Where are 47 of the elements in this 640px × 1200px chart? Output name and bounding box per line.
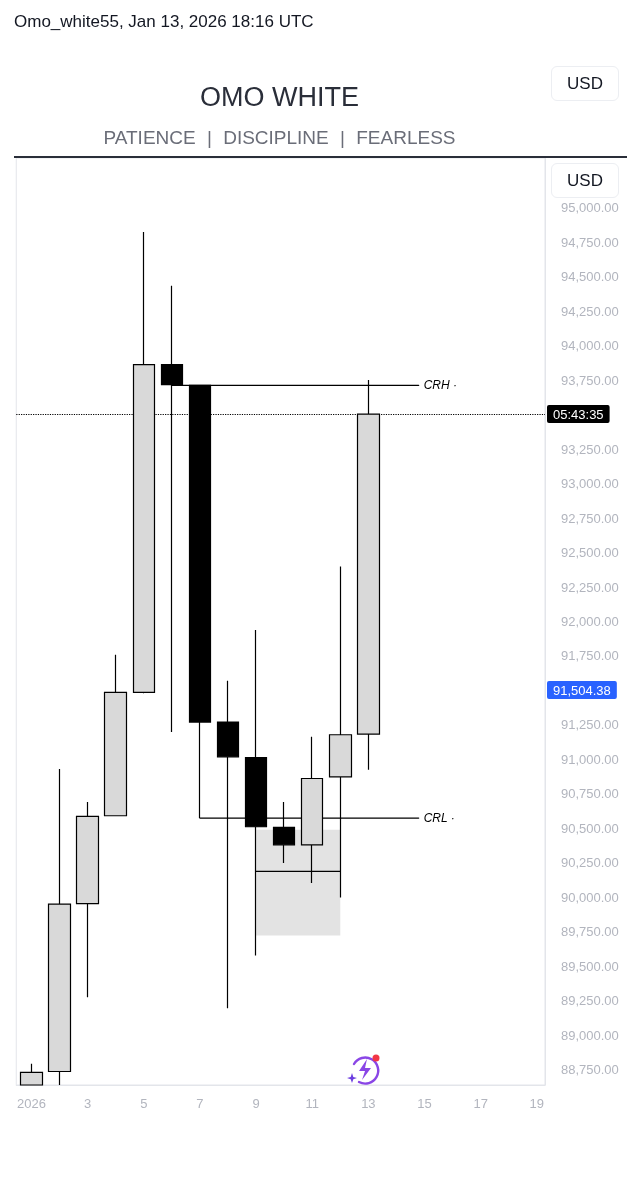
x-tick-label: 17	[473, 1096, 488, 1111]
y-tick-label: 90,250.00	[561, 855, 619, 871]
y-tick-label: 90,500.00	[561, 820, 619, 836]
y-tick-label: 90,750.00	[561, 786, 619, 802]
y-tick-label: 92,750.00	[561, 510, 619, 526]
y-tick-label: 95,000.00	[561, 200, 619, 216]
y-tick-label: 93,250.00	[561, 441, 619, 457]
x-tick-label: 2026	[17, 1096, 46, 1111]
candlestick	[103, 654, 128, 817]
y-tick-label: 94,250.00	[561, 303, 619, 319]
y-tick-label: 92,500.00	[561, 545, 619, 561]
y-tick-label: 89,500.00	[561, 958, 619, 974]
x-tick-label: 11	[305, 1096, 319, 1111]
x-tick-label: 3	[83, 1096, 92, 1111]
y-tick-label: 89,750.00	[561, 924, 619, 940]
x-tick-label: 19	[529, 1096, 545, 1111]
x-tick-label: 9	[252, 1096, 260, 1111]
series-label: CRL ·	[423, 811, 455, 826]
y-tick-label: 91,000.00	[561, 751, 619, 767]
candlestick	[19, 1063, 44, 1086]
y-tick-label: 91,250.00	[561, 717, 619, 733]
candlestick	[47, 768, 72, 1086]
y-tick-label: 92,000.00	[561, 614, 619, 629]
x-tick-label: 7	[196, 1096, 204, 1111]
y-tick-label: 90,000.00	[561, 889, 619, 905]
y-tick-label: 93,000.00	[561, 476, 619, 492]
chart-title: OMO WHITE	[199, 82, 360, 113]
y-tick-label: 94,500.00	[561, 269, 619, 285]
currency-button: USD	[551, 66, 619, 101]
x-tick-label: 13	[361, 1096, 376, 1111]
y-tick-label: 94,000.00	[561, 338, 619, 354]
text: 91,504.38	[553, 682, 611, 698]
x-tick-label: 15	[417, 1096, 432, 1111]
y-tick-label: 89,000.00	[561, 1027, 619, 1043]
currency-button: USD	[551, 163, 619, 198]
text: 05:43:35	[553, 406, 604, 422]
candlestick	[75, 801, 100, 998]
y-tick-label: 88,750.00	[561, 1062, 619, 1078]
y-tick-label: 92,250.00	[561, 579, 619, 595]
series-label: CRH ·	[423, 378, 457, 393]
y-tick-label: 91,750.00	[561, 648, 619, 664]
chart-subtitle: PATIENCE | DISCIPLINE | FEARLESS	[102, 127, 457, 149]
y-tick-label: 89,250.00	[561, 993, 619, 1009]
y-tick-label: 93,750.00	[561, 372, 619, 388]
text: Omo_white55, Jan 13, 2026 18:16 UTC	[14, 12, 314, 32]
y-tick-label: 94,750.00	[561, 234, 619, 250]
x-tick-label: 5	[140, 1096, 148, 1111]
